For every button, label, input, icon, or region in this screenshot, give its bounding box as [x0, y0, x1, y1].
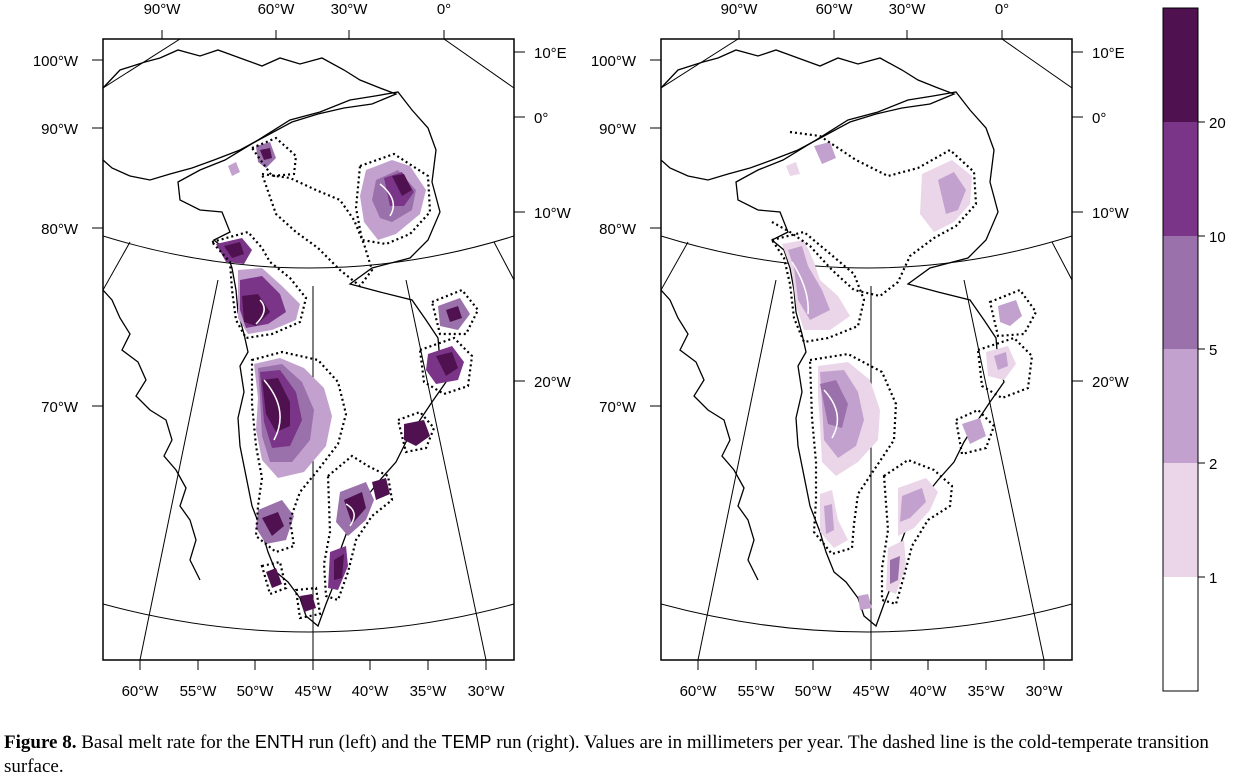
enth-right-label: 0° [534, 110, 548, 127]
temp-right-ticks: 10°E 0° 10°W 20°W [1072, 45, 1130, 391]
enth-bottom-label: 40°W [352, 683, 390, 700]
melt-regions-temp [782, 142, 1022, 610]
caption-run-name: TEMP [441, 732, 492, 752]
temp-bottom-label: 60°W [680, 683, 718, 700]
temp-top-label: 0° [995, 1, 1009, 18]
temp-top-label: 90°W [721, 1, 759, 18]
enth-bottom-label: 30°W [468, 683, 506, 700]
colorbar-bin [1163, 236, 1198, 349]
colorbar-bin [1163, 8, 1198, 122]
temp-right-label: 10°W [1092, 205, 1130, 222]
melt-regions-enth [216, 142, 470, 612]
enth-bottom-label: 45°W [295, 683, 333, 700]
caption-label: Figure 8. [4, 732, 77, 753]
map-panel-temp [660, 38, 1073, 661]
caption-text: Basal melt rate for the [81, 732, 251, 753]
figure-caption: Figure 8. Basal melt rate for the ENTH r… [4, 730, 1256, 779]
enth-left-ticks: 100°W 90°W 80°W 70°W [33, 53, 103, 416]
enth-left-label: 80°W [41, 221, 79, 238]
temp-bottom-label: 40°W [910, 683, 948, 700]
temp-axis-labels: 90°W 60°W 30°W 0° 100°W 90°W 80°W 70°W 1… [591, 1, 1130, 700]
enth-left-label: 90°W [41, 121, 79, 138]
caption-run-name: ENTH [254, 732, 304, 752]
caption-text: run (right). Values are in millimeters p… [4, 732, 1209, 777]
temp-right-label: 20°W [1092, 374, 1130, 391]
temp-right-label: 0° [1092, 110, 1106, 127]
temp-bottom-label: 55°W [738, 683, 776, 700]
temp-bottom-label: 45°W [853, 683, 891, 700]
temp-bottom-ticks: 60°W 55°W 50°W 45°W 40°W 35°W 30°W [680, 660, 1064, 700]
enth-right-label: 10°W [534, 205, 572, 222]
enth-right-label: 20°W [534, 374, 572, 391]
enth-bottom-label: 35°W [410, 683, 448, 700]
caption-text: run (left) and the [308, 732, 437, 753]
enth-axis-labels: 90°W 60°W 30°W 0° 100°W 90°W 80°W 70°W 1… [33, 1, 572, 700]
colorbar-label: 10 [1209, 229, 1226, 246]
colorbar-bin [1163, 577, 1198, 691]
temp-left-label: 80°W [599, 221, 637, 238]
enth-bottom-label: 55°W [180, 683, 218, 700]
temp-top-label: 30°W [889, 1, 927, 18]
enth-right-label: 10°E [534, 45, 567, 62]
enth-bottom-ticks: 60°W 55°W 50°W 45°W 40°W 35°W 30°W [122, 660, 506, 700]
colorbar-label: 1 [1209, 570, 1217, 587]
colorbar: 20 10 5 2 1 [1162, 7, 1226, 692]
temp-top-label: 60°W [816, 1, 854, 18]
temp-bottom-label: 50°W [795, 683, 833, 700]
enth-left-label: 70°W [41, 399, 79, 416]
enth-top-label: 90°W [144, 1, 182, 18]
colorbar-label: 20 [1209, 115, 1226, 132]
colorbar-label: 5 [1209, 342, 1217, 359]
colorbar-bin [1163, 122, 1198, 236]
temp-bottom-label: 35°W [968, 683, 1006, 700]
colorbar-bin [1163, 349, 1198, 463]
temp-top-ticks: 90°W 60°W 30°W 0° [721, 1, 1009, 39]
temp-left-label: 70°W [599, 399, 637, 416]
temp-left-label: 100°W [591, 53, 637, 70]
enth-bottom-label: 60°W [122, 683, 160, 700]
temp-left-ticks: 100°W 90°W 80°W 70°W [591, 53, 661, 416]
colorbar-label: 2 [1209, 456, 1217, 473]
enth-top-ticks: 90°W 60°W 30°W 0° [144, 1, 451, 39]
colorbar-bin [1163, 463, 1198, 577]
temp-right-label: 10°E [1092, 45, 1125, 62]
enth-left-label: 100°W [33, 53, 79, 70]
enth-top-label: 30°W [331, 1, 369, 18]
enth-bottom-label: 50°W [237, 683, 275, 700]
enth-right-ticks: 10°E 0° 10°W 20°W [514, 45, 572, 391]
temp-bottom-label: 30°W [1026, 683, 1064, 700]
enth-top-label: 60°W [258, 1, 296, 18]
temp-left-label: 90°W [599, 121, 637, 138]
figure-maps: 90°W 60°W 30°W 0° 100°W 90°W 80°W 70°W 1… [33, 1, 1226, 700]
map-panel-enth [102, 38, 515, 661]
enth-top-label: 0° [437, 1, 451, 18]
